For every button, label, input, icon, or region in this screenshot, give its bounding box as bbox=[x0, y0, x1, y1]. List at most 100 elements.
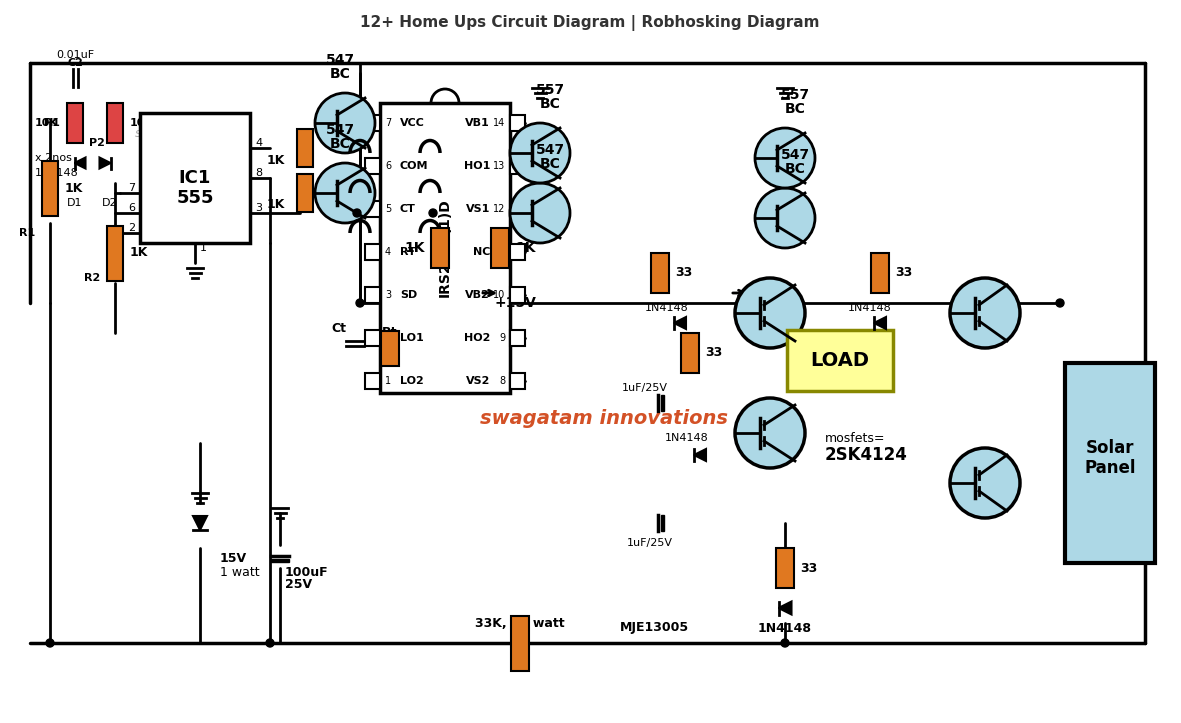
Text: 1K: 1K bbox=[267, 153, 285, 166]
Text: 557: 557 bbox=[781, 88, 809, 102]
Text: BC: BC bbox=[784, 102, 805, 116]
Text: 6: 6 bbox=[128, 203, 135, 213]
Bar bbox=[365, 330, 380, 346]
Text: RT: RT bbox=[400, 247, 416, 257]
Bar bbox=[365, 115, 380, 131]
Circle shape bbox=[266, 639, 274, 647]
Text: BC: BC bbox=[540, 157, 561, 171]
Text: 10K: 10K bbox=[130, 118, 154, 128]
Bar bbox=[872, 253, 889, 293]
Bar bbox=[365, 201, 380, 217]
Polygon shape bbox=[193, 516, 207, 530]
Text: 11: 11 bbox=[492, 247, 505, 257]
Bar bbox=[511, 615, 529, 670]
Text: 1N4148: 1N4148 bbox=[665, 433, 709, 443]
Text: 1N4148: 1N4148 bbox=[645, 303, 689, 313]
Text: +15V: +15V bbox=[745, 296, 787, 310]
Bar bbox=[296, 174, 313, 212]
Text: HO1: HO1 bbox=[464, 161, 490, 171]
Text: swagatam innovations: swagatam innovations bbox=[479, 408, 727, 427]
Text: 1K: 1K bbox=[515, 241, 535, 255]
Polygon shape bbox=[874, 317, 886, 329]
Text: 13: 13 bbox=[492, 161, 505, 171]
Text: 1N4148: 1N4148 bbox=[35, 168, 79, 178]
Text: Rt: Rt bbox=[383, 327, 398, 340]
Text: 7: 7 bbox=[128, 183, 135, 193]
Text: 1: 1 bbox=[200, 243, 207, 253]
FancyBboxPatch shape bbox=[1065, 363, 1155, 563]
Circle shape bbox=[735, 398, 805, 468]
Text: Solar
Panel: Solar Panel bbox=[1084, 439, 1136, 477]
Text: 8: 8 bbox=[498, 376, 505, 386]
Text: 4: 4 bbox=[385, 247, 391, 257]
Text: 10: 10 bbox=[492, 290, 505, 300]
Circle shape bbox=[46, 639, 54, 647]
Bar bbox=[270, 559, 289, 562]
Text: VS2: VS2 bbox=[465, 376, 490, 386]
Text: IC1: IC1 bbox=[178, 169, 211, 187]
Text: HO2: HO2 bbox=[464, 333, 490, 343]
Circle shape bbox=[355, 299, 364, 307]
Text: 33: 33 bbox=[895, 267, 912, 280]
Text: 2SK4124: 2SK4124 bbox=[826, 446, 908, 464]
Circle shape bbox=[950, 278, 1020, 348]
Text: VCC: VCC bbox=[400, 118, 425, 128]
Bar bbox=[365, 373, 380, 389]
Bar bbox=[491, 228, 509, 268]
Circle shape bbox=[755, 188, 815, 248]
Text: P2: P2 bbox=[89, 138, 105, 148]
Bar bbox=[431, 228, 449, 268]
Text: 14: 14 bbox=[492, 118, 505, 128]
Bar bbox=[681, 333, 699, 373]
Text: 100uF: 100uF bbox=[285, 567, 328, 580]
Bar bbox=[67, 103, 83, 143]
Bar bbox=[651, 253, 668, 293]
Text: 547: 547 bbox=[781, 148, 809, 162]
Circle shape bbox=[353, 209, 361, 217]
Text: 547: 547 bbox=[326, 53, 354, 67]
Text: x 2nos: x 2nos bbox=[35, 153, 72, 163]
Bar bbox=[43, 161, 58, 215]
Bar bbox=[381, 330, 399, 366]
Text: mosfets=: mosfets= bbox=[826, 432, 886, 445]
Text: 2: 2 bbox=[128, 223, 135, 233]
Text: R1: R1 bbox=[19, 228, 35, 238]
Text: 2: 2 bbox=[385, 333, 391, 343]
Text: P1: P1 bbox=[44, 118, 60, 128]
Text: D2: D2 bbox=[103, 198, 118, 208]
Bar bbox=[380, 103, 510, 393]
Text: 1uF/25V: 1uF/25V bbox=[622, 383, 668, 393]
Bar bbox=[660, 515, 664, 531]
Text: 33: 33 bbox=[705, 346, 723, 359]
Text: Ct: Ct bbox=[331, 322, 346, 335]
Polygon shape bbox=[674, 317, 686, 329]
Bar bbox=[510, 115, 526, 131]
Text: 33K, 10 watt: 33K, 10 watt bbox=[475, 617, 565, 630]
Polygon shape bbox=[694, 449, 706, 461]
Polygon shape bbox=[99, 158, 111, 168]
Text: LOAD: LOAD bbox=[810, 351, 869, 370]
Bar bbox=[296, 129, 313, 167]
Text: 3: 3 bbox=[385, 290, 391, 300]
Bar bbox=[365, 287, 380, 303]
Bar bbox=[510, 244, 526, 260]
Text: 3: 3 bbox=[255, 203, 262, 213]
Text: BC: BC bbox=[329, 137, 351, 151]
Circle shape bbox=[755, 128, 815, 188]
Text: 9: 9 bbox=[498, 333, 505, 343]
Bar bbox=[107, 226, 123, 281]
Text: swagatam inn v: swagatam inn v bbox=[135, 127, 234, 140]
Circle shape bbox=[315, 93, 376, 153]
Text: 1N4148: 1N4148 bbox=[758, 622, 813, 635]
Text: 8: 8 bbox=[255, 168, 262, 178]
Text: BC: BC bbox=[329, 67, 351, 81]
Text: 5: 5 bbox=[385, 204, 391, 214]
Text: VB1: VB1 bbox=[465, 118, 490, 128]
Circle shape bbox=[735, 278, 805, 348]
Bar bbox=[510, 287, 526, 303]
Text: R2: R2 bbox=[84, 273, 100, 283]
Text: 555: 555 bbox=[176, 189, 214, 207]
Text: 33: 33 bbox=[800, 562, 817, 575]
Text: LO1: LO1 bbox=[400, 333, 424, 343]
Circle shape bbox=[950, 448, 1020, 518]
